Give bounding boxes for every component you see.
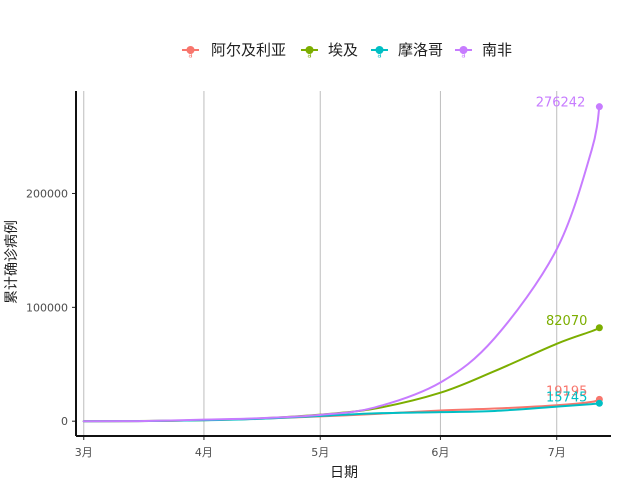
- y-axis-title: 累计确诊病例: [4, 220, 20, 304]
- legend-key-glyph: a: [307, 52, 311, 60]
- x-axis-tick-label: 7月: [548, 446, 566, 459]
- x-axis-tick-label: 3月: [75, 446, 93, 459]
- legend-item-1: a 埃及: [301, 41, 358, 60]
- legend-key-glyph: a: [377, 52, 381, 60]
- y-axis-tick-label: 100000: [26, 301, 68, 314]
- series-end-point-3: [595, 103, 603, 111]
- axes: 3月 4月 5月 6月 7月 0 100000 200000: [26, 91, 611, 459]
- legend-item-3: a 南非: [455, 41, 512, 60]
- end-labels: 19195 82070 15745 276242: [536, 96, 588, 406]
- legend-item-2: a 摩洛哥: [371, 41, 443, 60]
- legend-label: 摩洛哥: [398, 41, 443, 59]
- legend: a 阿尔及利亚 a 埃及 a 摩洛哥 a 南非: [182, 41, 512, 60]
- series-end-point-1: [595, 324, 603, 332]
- y-axis-tick-label: 0: [61, 415, 68, 428]
- legend-label: 阿尔及利亚: [211, 41, 286, 59]
- series-end-label-2: 15745: [546, 390, 587, 405]
- x-axis-tick-label: 6月: [431, 446, 449, 459]
- legend-label: 埃及: [328, 41, 358, 59]
- legend-key-glyph: a: [188, 52, 192, 60]
- legend-point-key: [459, 46, 468, 54]
- y-axis-tick-label: 200000: [26, 187, 68, 200]
- series-lines: [82, 103, 603, 423]
- legend-point-key: [305, 46, 314, 54]
- legend-label: 南非: [482, 41, 512, 59]
- x-axis-tick-label: 4月: [195, 446, 213, 459]
- legend-point-key: [186, 46, 195, 54]
- series-end-point-2: [595, 399, 603, 407]
- legend-item-0: a 阿尔及利亚: [182, 41, 286, 60]
- x-axis-tick-label: 5月: [311, 446, 329, 459]
- series-end-label-1: 82070: [546, 314, 587, 329]
- series-end-label-3: 276242: [536, 96, 586, 111]
- series-end-label-0: 19195: [546, 384, 587, 399]
- legend-point-key: [375, 46, 384, 54]
- x-axis-title: 日期: [330, 465, 358, 480]
- grid-lines: [83, 91, 558, 436]
- series-line-3: [82, 105, 601, 423]
- legend-key-glyph: a: [461, 52, 465, 60]
